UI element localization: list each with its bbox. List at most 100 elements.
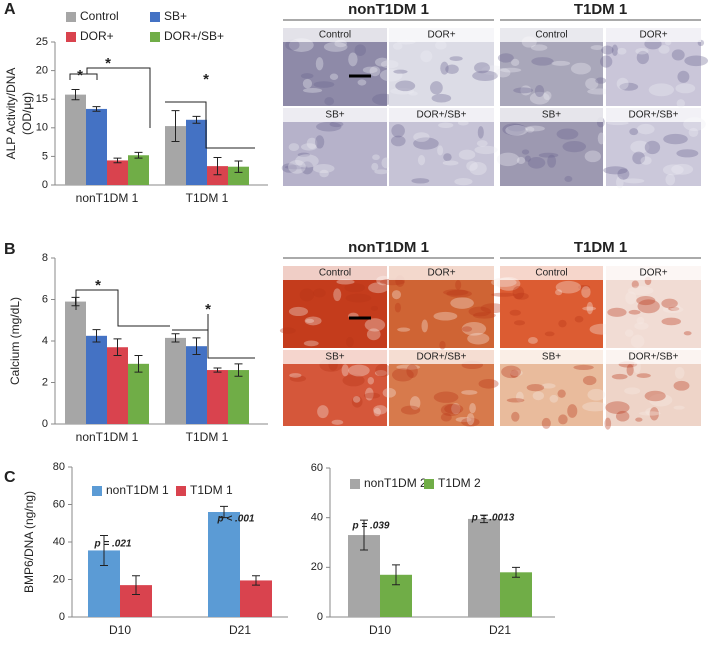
x-tick-label: T1DM 1 [186,191,229,205]
texture [409,396,421,410]
texture [515,391,524,403]
texture [644,390,666,402]
micrograph-label: DOR+ [639,30,667,41]
label-strip [500,266,603,280]
y-tick-label: 0 [317,611,323,623]
texture [374,57,390,67]
error-bar [113,338,122,357]
texture [509,309,521,316]
micrograph-label: DOR+/SB+ [416,110,466,121]
texture [630,140,650,154]
texture [567,404,578,418]
texture [438,122,454,129]
texture [391,290,402,300]
texture [674,366,685,379]
texture [348,364,370,377]
bracket [205,102,255,149]
micrograph-label: DOR+/SB+ [628,352,678,363]
texture [587,388,606,401]
texture [461,417,480,427]
annotation: p = .0013 [471,513,515,524]
texture [601,45,614,55]
bracket [86,67,151,128]
micrograph-label: SB+ [542,110,561,121]
texture [529,91,550,105]
texture [480,303,506,314]
bar [186,346,207,424]
texture [632,151,646,165]
annotation: * [205,301,211,318]
x-tick-label: D21 [489,623,511,637]
bar [128,155,149,185]
texture [352,395,361,403]
texture [364,318,386,332]
texture [391,368,414,382]
texture [400,405,421,415]
texture [521,149,530,155]
texture [491,292,516,297]
legend-label: T1DM 2 [438,476,481,490]
texture [411,178,430,184]
texture [551,60,571,66]
y-tick-label: 20 [36,65,48,77]
bar [208,512,240,617]
texture [445,64,459,74]
texture [662,306,684,314]
x-tick-label: T1DM 1 [186,430,229,444]
texture [582,401,608,412]
texture [297,152,310,157]
bar [107,347,128,424]
texture [665,173,676,186]
texture [649,407,659,421]
label-strip [500,108,603,122]
texture [433,311,458,321]
texture [300,73,314,79]
texture [466,413,475,426]
texture [558,414,568,425]
bar [128,363,149,424]
texture [370,305,379,311]
texture [368,282,389,294]
legend-label: nonT1DM 2 [364,476,427,490]
texture [595,77,607,84]
panel-label: A [4,1,16,18]
texture [636,373,651,378]
texture [366,328,381,341]
texture [374,169,389,175]
texture [440,412,452,422]
texture [496,152,520,167]
texture [468,306,491,317]
y-tick-label: 0 [42,179,48,191]
y-tick-label: 5 [42,150,48,162]
texture [527,157,546,169]
annotation: p = .021 [94,539,132,550]
texture [446,289,472,298]
legend-label: Control [80,9,119,23]
texture [364,387,374,401]
micrograph-label: DOR+/SB+ [416,352,466,363]
label-strip [389,350,494,364]
micrograph-label: DOR+ [639,268,667,279]
texture [300,143,318,151]
texture [348,52,358,67]
panel-label: C [4,469,16,486]
bar [107,160,128,185]
texture [289,375,307,382]
texture [555,280,582,294]
texture [458,149,476,160]
texture [288,143,300,152]
group-header: nonT1DM 1 [348,1,429,18]
texture [631,280,639,289]
micrograph-label: DOR+ [427,268,455,279]
texture [662,164,684,176]
texture [584,150,601,163]
texture [312,164,335,174]
texture [391,124,405,138]
micrograph-label: SB+ [325,352,344,363]
error-bar [392,564,400,586]
bar [165,337,186,424]
legend-label: SB+ [164,9,187,23]
texture [501,365,521,379]
texture [661,317,681,326]
annotation: * [203,71,209,88]
